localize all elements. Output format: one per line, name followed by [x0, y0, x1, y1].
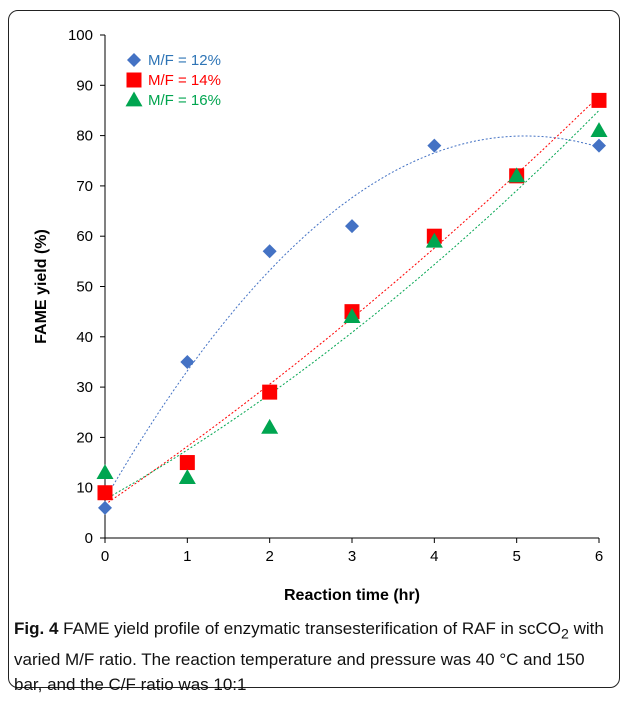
- legend-label-square: M/F = 14%: [148, 72, 221, 89]
- data-point-square: [179, 455, 195, 471]
- data-point-triangle: [261, 418, 279, 434]
- legend-marker-square: [126, 72, 142, 88]
- x-tick-label: 2: [265, 548, 273, 565]
- trendlines: [104, 95, 600, 506]
- legend: M/F = 12% M/F = 14% M/F = 16%: [125, 52, 221, 109]
- x-tick-label: 1: [183, 548, 191, 565]
- data-marks: [96, 92, 608, 515]
- trendline-square: [104, 95, 600, 506]
- data-point-triangle: [343, 308, 361, 324]
- x-tick-label: 6: [595, 548, 603, 565]
- y-tick-label: 100: [68, 27, 93, 44]
- caption-text-part2: with varied M/F ratio. The reaction temp…: [14, 619, 604, 695]
- y-tick-label: 20: [76, 429, 93, 446]
- y-tick-label: 40: [76, 329, 93, 346]
- data-point-diamond: [98, 500, 112, 515]
- data-point-square: [97, 485, 113, 501]
- data-point-triangle: [590, 122, 608, 137]
- data-point-triangle: [425, 232, 443, 248]
- legend-marker-diamond: [127, 53, 141, 67]
- data-point-diamond: [345, 219, 359, 234]
- data-point-square: [591, 92, 607, 108]
- y-tick-label: 70: [76, 178, 93, 195]
- data-point-triangle: [178, 469, 196, 485]
- trendline-diamond: [104, 135, 600, 500]
- legend-label-triangle: M/F = 16%: [148, 92, 221, 109]
- caption-text-part1: FAME yield profile of enzymatic transest…: [58, 619, 562, 638]
- y-tick-label: 30: [76, 379, 93, 396]
- y-tick-label: 80: [76, 128, 93, 145]
- x-tick-label: 5: [512, 548, 520, 565]
- data-point-diamond: [262, 244, 277, 259]
- y-tick-label: 90: [76, 77, 93, 94]
- data-point-triangle: [96, 464, 114, 479]
- axes: 0 10 20 30 40 50 60 70 80 90 100 0 1 2 3 4 5 6: [68, 27, 603, 565]
- legend-marker-triangle: [125, 91, 143, 107]
- caption-figure-label: Fig. 4: [14, 619, 59, 638]
- data-point-square: [262, 384, 278, 400]
- y-axis-title: FAME yield (%): [33, 229, 50, 344]
- data-point-diamond: [427, 138, 442, 153]
- figure-caption: Fig. 4 FAME yield profile of enzymatic t…: [14, 616, 614, 697]
- data-point-diamond: [592, 138, 606, 153]
- y-tick-label: 60: [76, 228, 93, 245]
- data-point-triangle: [508, 167, 526, 183]
- y-tick-label: 10: [76, 480, 93, 497]
- x-tick-label: 4: [430, 548, 438, 565]
- y-tick-label: 50: [76, 279, 93, 296]
- data-point-diamond: [180, 354, 195, 369]
- x-tick-label: 0: [101, 548, 109, 565]
- x-axis-title: Reaction time (hr): [284, 587, 420, 604]
- trendline-triangle: [104, 110, 600, 501]
- y-tick-label: 0: [85, 530, 93, 547]
- x-tick-label: 3: [348, 548, 356, 565]
- legend-label-diamond: M/F = 12%: [148, 52, 221, 69]
- caption-subscript: 2: [561, 626, 569, 643]
